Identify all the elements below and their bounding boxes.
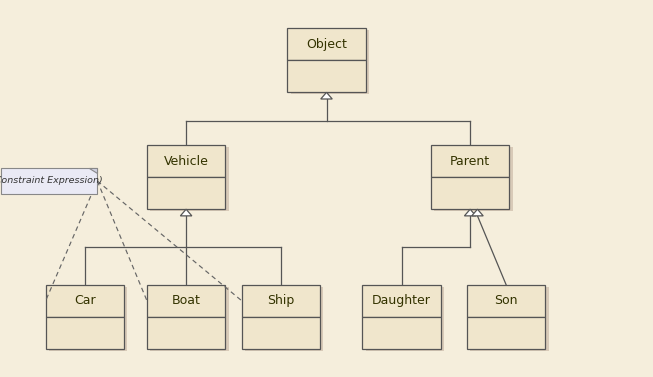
Text: Boat: Boat (172, 294, 200, 307)
Polygon shape (89, 168, 97, 173)
Bar (46, 285, 124, 317)
Bar (362, 317, 441, 349)
Bar (147, 145, 225, 177)
Bar (431, 177, 509, 209)
Bar (242, 285, 320, 317)
Bar (366, 287, 444, 351)
Bar (147, 177, 225, 209)
Bar (291, 30, 369, 94)
Bar (287, 28, 366, 60)
Text: (Constraint Expression): (Constraint Expression) (0, 176, 103, 185)
Bar (362, 285, 441, 317)
Polygon shape (471, 209, 483, 216)
Bar (46, 317, 124, 349)
Text: Ship: Ship (267, 294, 295, 307)
Text: Parent: Parent (450, 155, 490, 168)
Bar (1, 168, 97, 194)
Bar (147, 285, 225, 317)
Bar (431, 145, 509, 177)
Text: Object: Object (306, 38, 347, 51)
Bar (245, 287, 323, 351)
Text: Vehicle: Vehicle (164, 155, 208, 168)
Bar (150, 287, 229, 351)
Bar (242, 317, 320, 349)
Bar (147, 317, 225, 349)
Bar (467, 317, 545, 349)
Bar (49, 287, 127, 351)
Bar (470, 287, 549, 351)
Polygon shape (464, 209, 476, 216)
Bar (467, 285, 545, 317)
Text: Car: Car (74, 294, 96, 307)
Bar (150, 147, 229, 211)
Polygon shape (180, 209, 192, 216)
Text: Daughter: Daughter (372, 294, 431, 307)
Text: Son: Son (494, 294, 518, 307)
Bar (287, 60, 366, 92)
Bar (434, 147, 513, 211)
Polygon shape (321, 92, 332, 99)
